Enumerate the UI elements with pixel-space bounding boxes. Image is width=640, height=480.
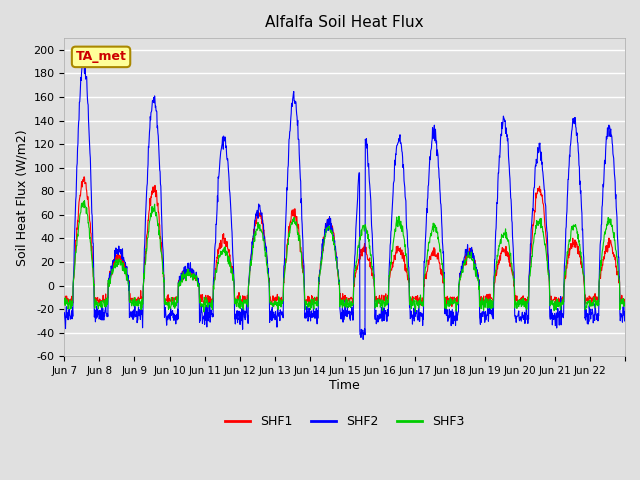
Y-axis label: Soil Heat Flux (W/m2): Soil Heat Flux (W/m2) [15,129,28,265]
SHF3 [81,198,88,204]
SHF2 [621,304,629,310]
SHF3 [148,210,156,216]
SHF1 [330,235,338,240]
SHF1 [477,297,485,303]
Line: SHF1: SHF1 [65,177,625,306]
SHF2 [80,59,88,64]
SHF2 [359,336,367,342]
SHF1 [320,236,328,242]
SHF3 [560,299,568,305]
SHF2 [148,98,156,104]
SHF2 [61,310,68,315]
X-axis label: Time: Time [330,379,360,392]
SHF3 [320,241,328,247]
SHF1 [448,303,456,309]
Text: TA_met: TA_met [76,50,127,63]
SHF2 [330,241,338,247]
SHF1 [614,273,622,279]
SHF3 [331,246,339,252]
SHF1 [80,174,88,180]
SHF2 [614,254,622,260]
SHF1 [61,296,68,301]
Line: SHF3: SHF3 [65,201,625,312]
SHF3 [61,300,68,306]
SHF2 [320,240,328,246]
SHF1 [560,299,568,305]
Line: SHF2: SHF2 [65,61,625,339]
SHF1 [621,300,629,306]
SHF1 [148,188,156,194]
SHF2 [560,311,568,316]
Title: Alfalfa Soil Heat Flux: Alfalfa Soil Heat Flux [266,15,424,30]
SHF3 [614,273,622,278]
SHF3 [200,309,208,315]
SHF2 [477,312,485,317]
Legend: SHF1, SHF2, SHF3: SHF1, SHF2, SHF3 [220,410,470,433]
SHF3 [477,300,485,306]
SHF3 [621,299,629,305]
